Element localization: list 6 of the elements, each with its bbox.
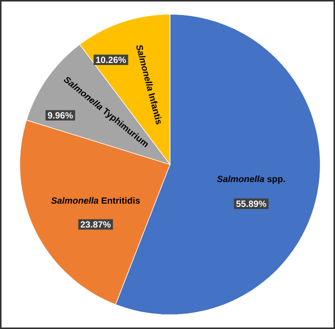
data-label: 10.26% xyxy=(96,56,126,64)
data-label: 9.96% xyxy=(48,112,73,119)
slice-label: Salmonella spp. xyxy=(217,176,285,184)
slice-label: Salmonella Entritidis xyxy=(51,197,140,204)
data-label: 55.89% xyxy=(236,200,266,207)
data-label: 23.87% xyxy=(80,221,111,228)
